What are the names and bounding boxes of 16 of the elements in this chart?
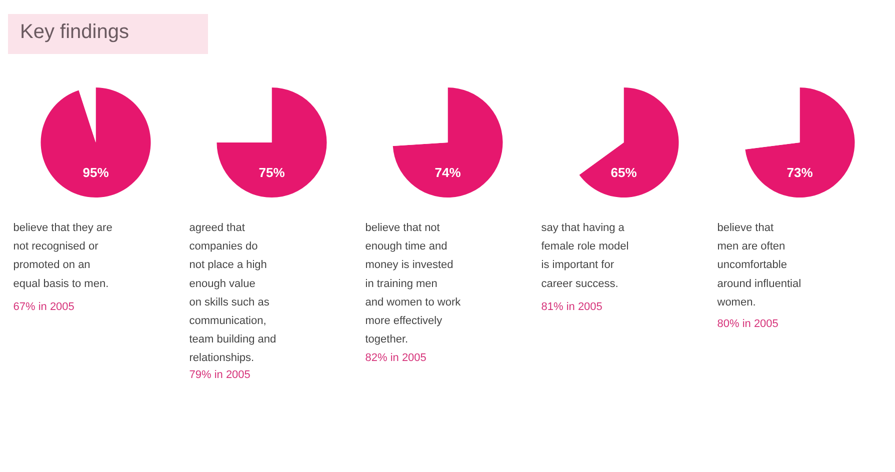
text: 82% in 2005 (365, 352, 426, 364)
text: say that having a female role model is important for career success. (541, 222, 629, 290)
text: 80% in 2005 (717, 318, 778, 330)
data-label: 74% (434, 165, 462, 180)
text: 67% in 2005 (13, 300, 74, 313)
text: believe that they are not recognised or promoted on an equal basis to men. (13, 222, 112, 290)
text: 79% in 2005 (189, 368, 250, 381)
data-label: 73% (786, 165, 814, 180)
data-label: 95% (82, 165, 110, 180)
data-label: 75% (258, 165, 286, 180)
text: believe that not enough time and money is invested in training men and women to work more effectively together. (365, 222, 462, 346)
text: believe that men are often uncomfortable around influential women. (716, 222, 802, 308)
text: 81% in 2005 (541, 300, 602, 313)
text: agreed that companies do not place a high enough value on skills such as communication, team building and relationships. (189, 222, 276, 364)
chart-title: Key findings (20, 20, 129, 45)
data-label: 65% (610, 165, 638, 180)
